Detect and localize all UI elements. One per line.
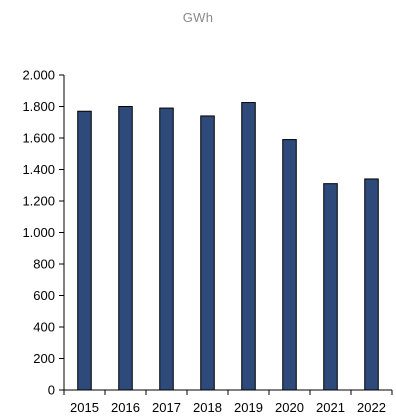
bar-2016 [118,106,133,391]
y-tick-label: 1.200 [22,194,55,209]
x-axis: 2015 2016 2017 2018 2019 2020 2021 2022 [63,389,393,415]
x-tick-label: 2017 [152,400,181,415]
x-tick-label: 2021 [316,400,345,415]
x-tick-label: 2022 [357,400,386,415]
y-tick-label: 800 [33,257,55,272]
y-axis-unit-label: GWh [182,10,214,25]
y-tick-label: 400 [33,320,55,335]
y-tick-label: 1.800 [22,99,55,114]
bar-2022 [364,178,379,391]
y-axis: 0 200 400 600 800 1.000 1.200 1.400 1.600 1.800 2.… [22,68,65,398]
bar-2015 [77,110,92,391]
y-tick-label: 0 [48,383,55,398]
y-tick-label: 1.400 [22,162,55,177]
y-tick-label: 2.000 [22,68,55,83]
x-tick-label: 2015 [70,400,99,415]
bar-2020 [282,139,297,391]
bar-2018 [200,115,215,391]
x-tick-label: 2019 [234,400,263,415]
x-tick-label: 2020 [275,400,304,415]
bar-2019 [241,102,256,391]
y-tick-label: 1.000 [22,225,55,240]
bar-2021 [323,183,338,391]
y-tick-label: 200 [33,351,55,366]
bars [77,102,379,391]
y-tick-label: 1.600 [22,131,55,146]
y-tick-label: 600 [33,288,55,303]
x-tick-label: 2016 [111,400,140,415]
x-tick-label: 2018 [193,400,222,415]
bar-2017 [159,107,174,391]
